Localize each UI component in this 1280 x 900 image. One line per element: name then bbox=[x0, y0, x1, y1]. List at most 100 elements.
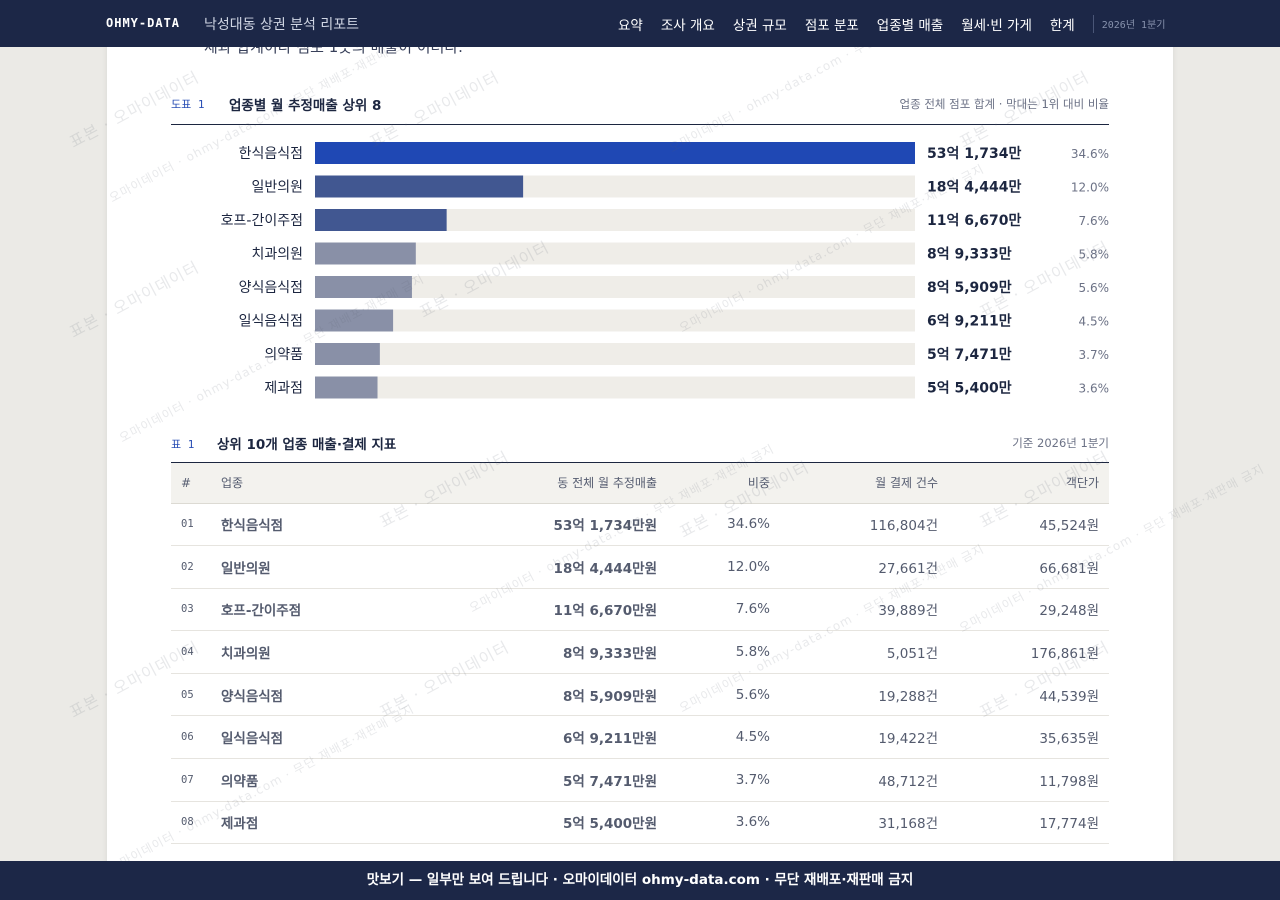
figure-note: 업종 전체 점포 합계 · 막대는 1위 대비 비율 bbox=[899, 97, 1110, 111]
cell-sales: 18억 4,444만원 bbox=[441, 545, 657, 589]
cell-industry: 치과의원 bbox=[221, 630, 441, 674]
cell-sales: 11억 6,670만원 bbox=[441, 588, 657, 632]
industry-metrics-table: # 업종 동 전체 월 추정매출 비중 월 결제 건수 객단가 01 한식음식점 5… bbox=[171, 463, 1109, 845]
cell-avg-ticket: 45,524원 bbox=[938, 503, 1109, 547]
bar-share-label: 7.6% bbox=[1079, 214, 1110, 228]
nav-store-distribution[interactable]: 점포 분포 bbox=[804, 17, 859, 34]
cell-share: 12.0% bbox=[657, 545, 770, 589]
cell-industry: 양식음식점 bbox=[221, 673, 441, 717]
bar-share-label: 5.8% bbox=[1079, 248, 1110, 262]
bar bbox=[315, 309, 394, 332]
bar-share-label: 34.6% bbox=[1071, 147, 1109, 161]
brand-logo[interactable]: OHMY-DATA bbox=[106, 16, 181, 30]
table-row: 04 치과의원 8억 9,333만원 5.8% 5,051건 176,861원 bbox=[171, 630, 1109, 674]
cell-transactions: 19,288건 bbox=[770, 673, 938, 717]
cell-avg-ticket: 66,681원 bbox=[938, 545, 1109, 589]
bar bbox=[315, 209, 447, 231]
bar-value-label: 8억 9,333만 bbox=[927, 247, 1012, 263]
top-nav-bar: OHMY-DATA 낙성대동 상권 분석 리포트 요약 조사 개요 상권 규모 … bbox=[0, 0, 1280, 47]
col-header-industry: 업종 bbox=[221, 463, 441, 504]
bar-share-label: 4.5% bbox=[1079, 315, 1110, 329]
nav-sales-by-industry[interactable]: 업종별 매출 bbox=[876, 17, 944, 34]
nav-survey-overview[interactable]: 조사 개요 bbox=[660, 17, 715, 34]
cell-transactions: 39,889건 bbox=[770, 588, 938, 632]
cell-sales: 5억 7,471만원 bbox=[441, 758, 657, 802]
cell-rank: 08 bbox=[171, 801, 221, 845]
preview-banner: 맛보기 — 일부만 보여 드립니다 · 오마이데이터 ohmy-data.com… bbox=[0, 861, 1280, 900]
table-label: 표 1 bbox=[171, 438, 195, 451]
cell-industry: 호프-간이주점 bbox=[221, 588, 441, 632]
col-header-sales: 동 전체 월 추정매출 bbox=[441, 463, 657, 504]
nav-rent-vacancy[interactable]: 월세·빈 가게 bbox=[961, 17, 1032, 34]
cell-share: 5.8% bbox=[657, 630, 770, 674]
cell-sales: 8억 9,333만원 bbox=[441, 630, 657, 674]
cell-industry: 한식음식점 bbox=[221, 503, 441, 547]
cell-avg-ticket: 176,861원 bbox=[938, 630, 1109, 674]
cell-rank: 07 bbox=[171, 758, 221, 802]
bar-category-label: 일반의원 bbox=[251, 180, 303, 196]
bar-share-label: 3.7% bbox=[1079, 348, 1110, 362]
table-row: 08 제과점 5억 5,400만원 3.6% 31,168건 17,774원 bbox=[171, 801, 1109, 845]
cell-industry: 일식음식점 bbox=[221, 715, 441, 760]
section-nav: 요약 조사 개요 상권 규모 점포 분포 업종별 매출 월세·빈 가게 한계 2… bbox=[618, 0, 1165, 47]
cell-rank: 05 bbox=[171, 673, 221, 717]
bar-track bbox=[315, 343, 915, 365]
cell-avg-ticket: 35,635원 bbox=[938, 715, 1109, 760]
cell-share: 3.6% bbox=[657, 801, 770, 845]
col-header-transactions: 월 결제 건수 bbox=[770, 463, 938, 504]
bar-track bbox=[315, 242, 915, 265]
cell-industry: 일반의원 bbox=[221, 545, 441, 589]
table-title: 상위 10개 업종 매출·결제 지표 bbox=[217, 437, 397, 453]
bar bbox=[315, 242, 416, 265]
table-row: 06 일식음식점 6억 9,211만원 4.5% 19,422건 35,635원 bbox=[171, 715, 1109, 760]
cell-avg-ticket: 44,539원 bbox=[938, 673, 1109, 717]
cell-share: 4.5% bbox=[657, 715, 770, 760]
cell-rank: 01 bbox=[171, 503, 221, 547]
report-title: 낙성대동 상권 분석 리포트 bbox=[204, 17, 360, 33]
bar bbox=[315, 376, 378, 399]
cell-sales: 6억 9,211만원 bbox=[441, 715, 657, 760]
col-header-avg-ticket: 객단가 bbox=[938, 463, 1109, 504]
bar-value-label: 53억 1,734만 bbox=[927, 146, 1022, 162]
nav-limitations[interactable]: 한계 bbox=[1049, 17, 1075, 34]
bar-share-label: 12.0% bbox=[1071, 181, 1109, 195]
report-page: 제과 합계이다 점포 1곳의 매출이 이러다. 도표 1 업종별 월 추정매출 … bbox=[107, 0, 1173, 900]
period-label: 2026년 1분기 bbox=[1101, 20, 1166, 31]
cell-rank: 04 bbox=[171, 630, 221, 674]
cell-share: 7.6% bbox=[657, 588, 770, 632]
bar-category-label: 호프-간이주점 bbox=[221, 213, 303, 229]
bar-track bbox=[315, 209, 915, 231]
bar-category-label: 일식음식점 bbox=[239, 314, 303, 330]
cell-transactions: 48,712건 bbox=[770, 758, 938, 802]
cell-avg-ticket: 17,774원 bbox=[938, 801, 1109, 845]
bar-value-label: 6억 9,211만 bbox=[927, 314, 1012, 330]
bar-value-label: 5억 5,400만 bbox=[927, 381, 1012, 397]
table-row: 02 일반의원 18억 4,444만원 12.0% 27,661건 66,681원 bbox=[171, 545, 1109, 589]
cell-transactions: 31,168건 bbox=[770, 801, 938, 845]
bar bbox=[315, 276, 412, 298]
table-header-row: # 업종 동 전체 월 추정매출 비중 월 결제 건수 객단가 bbox=[171, 463, 1109, 504]
figure-label: 도표 1 bbox=[171, 98, 205, 111]
table-note: 기준 2026년 1분기 bbox=[1012, 436, 1109, 450]
bar-track bbox=[315, 309, 915, 332]
cell-share: 3.7% bbox=[657, 758, 770, 802]
table-header: 표 1 상위 10개 업종 매출·결제 지표 기준 2026년 1분기 bbox=[171, 431, 1109, 463]
table-row: 07 의약품 5억 7,471만원 3.7% 48,712건 11,798원 bbox=[171, 758, 1109, 802]
bar bbox=[315, 343, 380, 365]
cell-sales: 8억 5,909만원 bbox=[441, 673, 657, 717]
table-row: 03 호프-간이주점 11억 6,670만원 7.6% 39,889건 29,248원 bbox=[171, 588, 1109, 632]
cell-rank: 03 bbox=[171, 588, 221, 632]
bar-category-label: 제과점 bbox=[264, 381, 303, 397]
bar-category-label: 치과의원 bbox=[251, 247, 303, 263]
cell-transactions: 27,661건 bbox=[770, 545, 938, 589]
bar-category-label: 한식음식점 bbox=[239, 146, 303, 162]
nav-summary[interactable]: 요약 bbox=[618, 17, 643, 34]
cell-avg-ticket: 29,248원 bbox=[938, 588, 1109, 632]
cell-industry: 제과점 bbox=[221, 801, 441, 845]
figure-header: 도표 1 업종별 월 추정매출 상위 8 업종 전체 점포 합계 · 막대는 1… bbox=[171, 92, 1109, 125]
nav-market-size[interactable]: 상권 규모 bbox=[732, 17, 787, 34]
cell-sales: 53억 1,734만원 bbox=[441, 503, 657, 547]
bar-share-label: 5.6% bbox=[1079, 281, 1110, 295]
bar-track bbox=[315, 376, 915, 399]
bar bbox=[315, 142, 915, 164]
